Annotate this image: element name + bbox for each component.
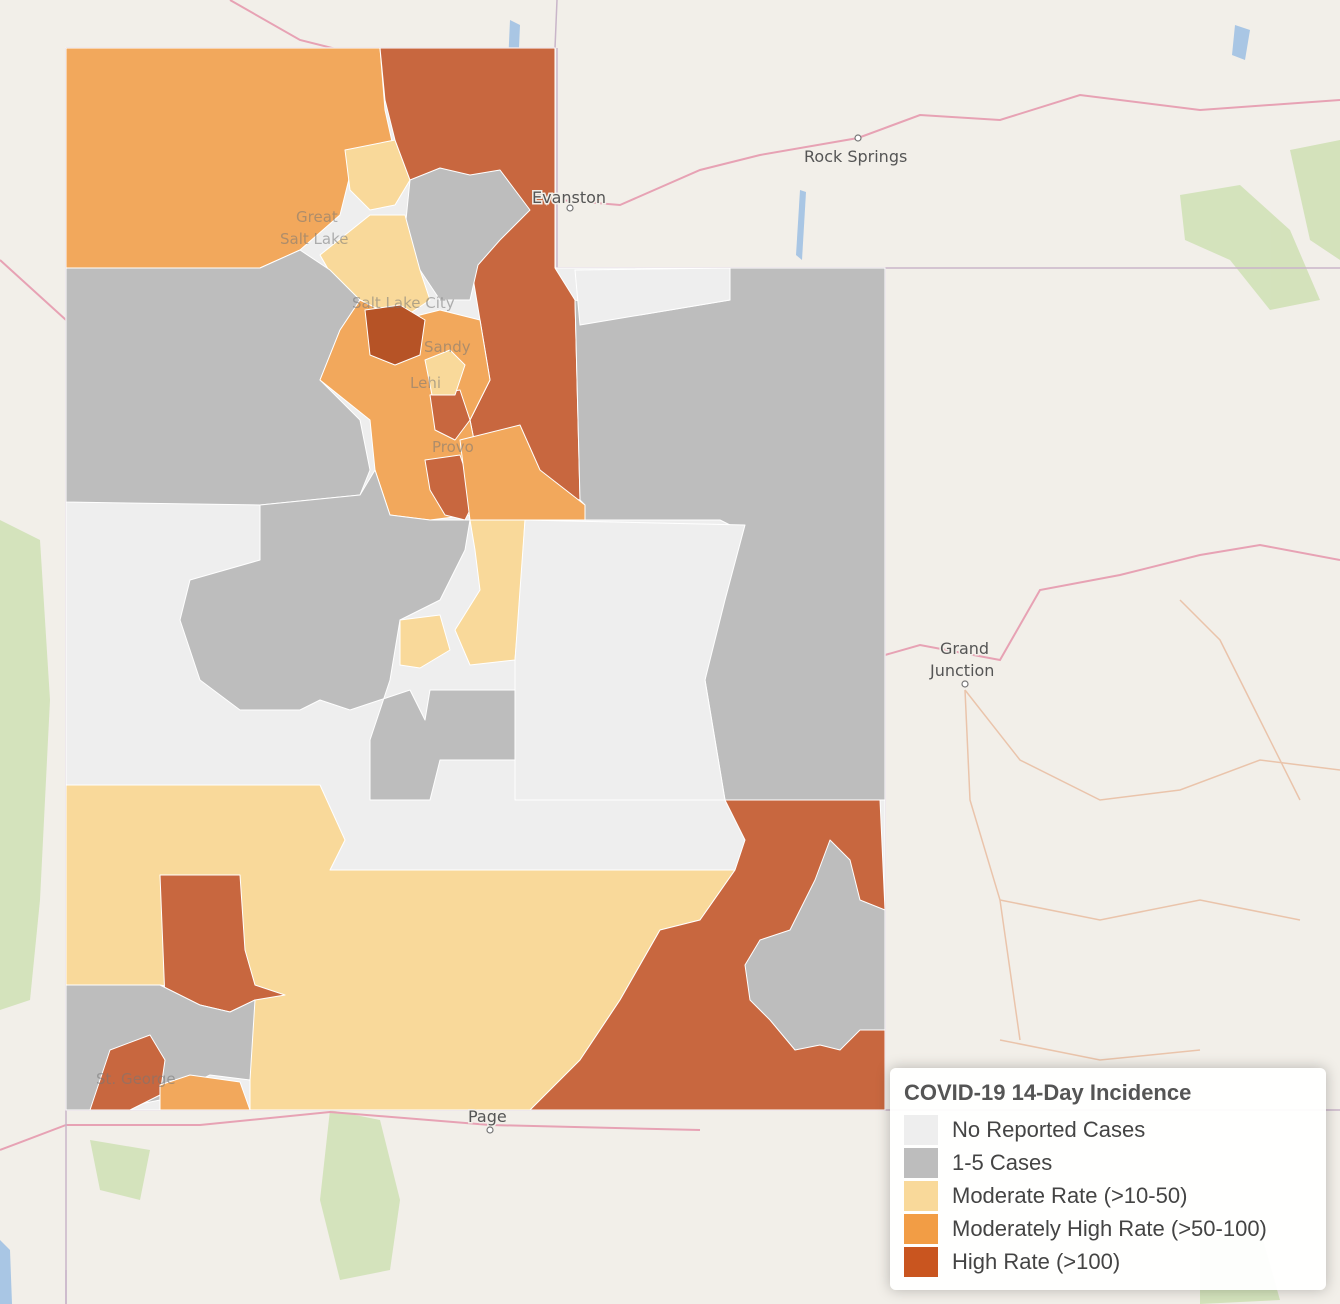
legend-item-moderately-high: Moderately High Rate (>50-100) (904, 1213, 1312, 1245)
legend-swatch (904, 1148, 938, 1178)
region-salt-lake-high[interactable] (364, 304, 426, 366)
grand-junction-marker (961, 680, 969, 688)
basemap-minor-roads (964, 599, 1340, 1061)
rock-springs-marker (854, 134, 862, 142)
legend-item-high: High Rate (>100) (904, 1246, 1312, 1278)
legend-label: Moderate Rate (>10-50) (952, 1183, 1188, 1208)
place-label: Great (296, 208, 338, 226)
place-label: Salt Lake (280, 230, 348, 248)
legend-item-1-5-cases: 1-5 Cases (904, 1147, 1312, 1179)
page-marker (486, 1126, 494, 1134)
legend-swatch (904, 1214, 938, 1244)
place-label: Grand (940, 639, 989, 658)
region-daggett-none[interactable] (574, 267, 731, 326)
region-juab-gray[interactable] (179, 469, 516, 801)
place-label: Lehi (410, 374, 441, 392)
legend-label: Moderately High Rate (>50-100) (952, 1216, 1267, 1241)
place-label: Page (468, 1107, 507, 1126)
legend-swatch (904, 1115, 938, 1145)
utah-choropleth[interactable] (65, 47, 886, 1111)
place-label: Junction (929, 661, 994, 680)
place-labels: Rock Springs Evanston Grand Junction Pag… (96, 134, 996, 1134)
region-sevier-moderate[interactable] (399, 614, 451, 669)
map-legend: COVID-19 14-Day Incidence No Reported Ca… (890, 1068, 1326, 1290)
legend-title: COVID-19 14-Day Incidence (904, 1080, 1192, 1105)
region-lehi-moderate[interactable] (424, 349, 466, 396)
basemap-vegetation (0, 140, 1340, 1304)
place-label: Salt Lake City (352, 294, 455, 312)
legend-item-no-cases: No Reported Cases (904, 1114, 1312, 1146)
legend-item-moderate: Moderate Rate (>10-50) (904, 1180, 1312, 1212)
evanston-marker (566, 204, 574, 212)
legend-swatch (904, 1181, 938, 1211)
region-hurricane-mod-high[interactable] (159, 1074, 251, 1111)
legend-label: High Rate (>100) (952, 1249, 1121, 1274)
place-label: Sandy (424, 338, 471, 356)
place-label: Evanston (532, 188, 606, 207)
legend-label: No Reported Cases (952, 1117, 1146, 1142)
place-label: Rock Springs (804, 147, 907, 166)
place-label: St. George (96, 1070, 176, 1088)
region-emery-none[interactable] (514, 519, 746, 801)
region-san-juan-gray[interactable] (744, 839, 886, 1051)
legend-label: 1-5 Cases (952, 1150, 1053, 1175)
legend-swatch (904, 1247, 938, 1277)
place-label: Provo (432, 438, 474, 456)
